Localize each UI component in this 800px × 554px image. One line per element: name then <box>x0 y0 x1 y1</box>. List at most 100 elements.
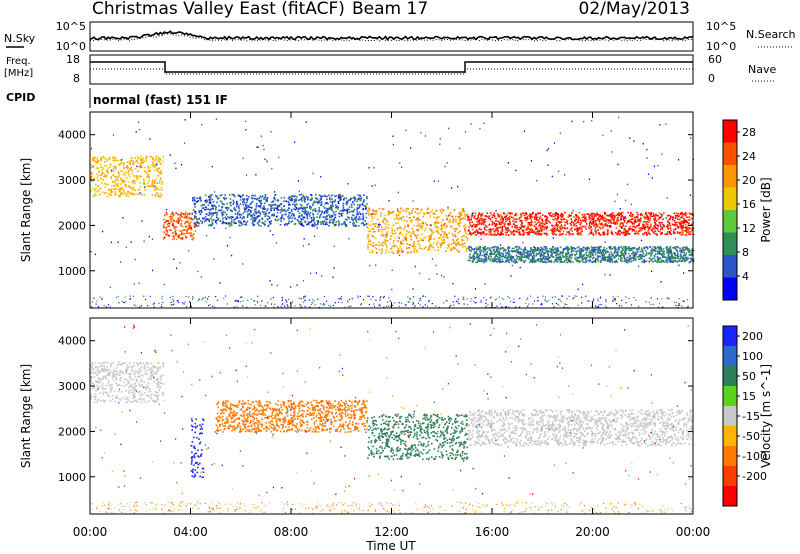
power-band-1-cell <box>190 226 192 229</box>
power-band-4-cell <box>566 223 569 225</box>
power-band-2-cell <box>366 203 368 205</box>
power-band-4-cell <box>672 217 674 219</box>
power-band-2-cell <box>228 216 231 218</box>
power-band-2-cell <box>235 202 238 205</box>
power-band-1-cell <box>183 216 186 219</box>
power-band-3-cell <box>377 218 379 221</box>
power-band-0-cell <box>121 180 123 183</box>
power-band-4-cell <box>479 213 481 215</box>
power-band-0-cell <box>134 157 136 159</box>
power-band-3-cell <box>408 231 411 233</box>
power-band-2-cell <box>242 198 244 200</box>
power-band-3-cell <box>433 222 436 224</box>
power-band-3-cell <box>459 230 461 233</box>
power-band-5-cell <box>621 254 624 256</box>
power-band-5-cell <box>657 246 659 248</box>
power-band-4-cell <box>470 217 473 219</box>
power-band-0-cell <box>153 166 155 168</box>
power-band-0-cell <box>147 173 150 176</box>
power-band-4-cell <box>624 225 627 228</box>
power-band-5-cell <box>671 257 674 260</box>
power-band-4-cell <box>651 215 653 218</box>
power-band-2-cell <box>342 206 345 209</box>
power-band-5-cell <box>671 261 673 263</box>
power-band-5-cell <box>499 254 502 256</box>
power-band-1-cell <box>169 222 171 225</box>
power-band-4-cell <box>656 224 659 226</box>
power-band-3-cell <box>382 228 384 231</box>
power-band-4-cell <box>559 226 561 228</box>
power-band-2-cell <box>333 213 336 215</box>
power-band-2-cell <box>317 221 320 223</box>
power-band-5-cell <box>677 254 679 256</box>
power-band-2-cell <box>220 209 222 212</box>
power-band-5-cell <box>553 251 555 254</box>
power-band-4-cell <box>599 215 601 218</box>
power-band-0-cell <box>100 156 102 159</box>
power-band-4-cell <box>482 232 485 235</box>
power-band-5-cell <box>529 250 532 252</box>
power-band-4-cell <box>620 222 622 224</box>
power-band-2-cell <box>230 216 233 218</box>
power-band-2-cell <box>230 224 233 227</box>
power-band-3-cell <box>411 220 413 222</box>
power-band-3-cell <box>367 234 369 236</box>
power-band-3-cell <box>394 245 397 247</box>
power-band-3-cell <box>400 251 403 253</box>
power-band-0-cell <box>140 175 142 178</box>
power-band-3-cell <box>380 215 382 217</box>
power-band-0-cell <box>97 160 100 162</box>
power-band-2-cell <box>326 215 328 218</box>
power-band-2-cell <box>211 198 214 201</box>
power-band-4-cell <box>515 221 517 223</box>
power-band-5-cell <box>569 259 572 262</box>
power-band-0-cell <box>125 195 128 197</box>
power-band-5-cell <box>690 252 693 254</box>
power-band-2-cell <box>341 223 343 226</box>
power-band-5-cell <box>524 252 526 254</box>
power-band-0-cell <box>155 162 158 165</box>
power-band-5-cell <box>619 255 622 257</box>
power-band-2-cell <box>251 200 254 203</box>
power-band-2-cell <box>313 200 316 203</box>
power-band-5-cell <box>682 246 685 249</box>
power-band-0-cell <box>118 195 121 197</box>
power-band-2-cell <box>290 199 292 201</box>
power-band-2-cell <box>253 220 255 223</box>
power-band-4-cell <box>506 227 509 229</box>
power-band-5-cell <box>477 258 480 260</box>
power-band-5-cell <box>676 250 679 253</box>
power-band-2-cell <box>350 210 353 213</box>
power-band-3-cell <box>447 244 449 246</box>
power-band-4-cell <box>641 228 644 230</box>
power-band-4-cell <box>559 222 561 224</box>
power-band-4-cell <box>537 219 540 221</box>
power-band-0-cell <box>148 169 151 172</box>
power-band-2-cell <box>217 217 220 220</box>
power-band-4-cell <box>500 231 502 234</box>
power-band-5-cell <box>509 256 511 259</box>
power-band-3-cell <box>440 243 443 245</box>
power-band-5-cell <box>658 246 660 249</box>
power-band-4-cell <box>595 225 598 228</box>
power-band-4-cell <box>589 214 591 216</box>
power-band-5-cell <box>562 248 565 250</box>
power-band-3-cell <box>403 235 406 238</box>
power-band-4-cell <box>502 220 504 222</box>
power-band-2-cell <box>234 209 237 211</box>
power-band-4-cell <box>618 225 621 227</box>
power-band-2-cell <box>352 201 354 203</box>
power-band-3-cell <box>460 212 463 215</box>
power-band-4-cell <box>521 229 524 232</box>
power-band-5-cell <box>598 249 600 251</box>
power-band-4-cell <box>506 219 509 221</box>
power-band-4-cell <box>540 226 542 229</box>
power-band-4-cell <box>573 225 576 227</box>
power-band-5-cell <box>603 250 606 252</box>
power-band-3-cell <box>384 228 386 230</box>
power-band-0-cell <box>97 161 99 164</box>
power-band-5-cell <box>497 248 499 250</box>
power-band-5-cell <box>482 251 485 253</box>
power-band-2-cell <box>285 200 287 203</box>
power-band-5-cell <box>656 261 658 263</box>
